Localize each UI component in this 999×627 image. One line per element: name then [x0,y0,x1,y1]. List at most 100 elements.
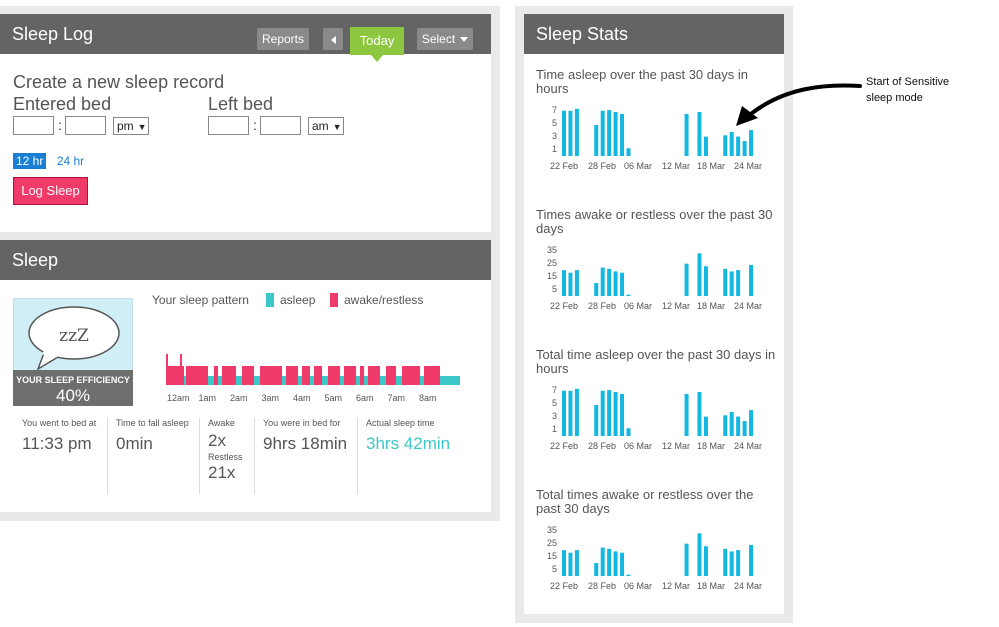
stats-bar[interactable] [697,112,702,156]
entered-hour-input[interactable] [13,116,54,135]
stats-bar[interactable] [703,416,708,436]
sleep-pattern-time-label: 2am [230,393,248,403]
sleep-header: Sleep [0,240,491,280]
stats-bar[interactable] [729,132,734,156]
stats-bar[interactable] [568,110,573,156]
stats-bar[interactable] [684,543,689,576]
stats-bar[interactable] [626,294,631,296]
stats-bar[interactable] [607,390,612,436]
stats-bar[interactable] [749,544,754,576]
stats-bar[interactable] [568,390,573,436]
x-tick-label: 06 Mar [624,301,653,311]
stats-bar[interactable] [594,404,599,436]
awake-segment [386,366,396,385]
stats-bar[interactable] [742,421,747,436]
stats-bar[interactable] [723,268,728,296]
stats-bar[interactable] [568,272,573,296]
stats-bar[interactable] [600,547,605,576]
sleep-title: Sleep [12,250,59,270]
stats-bar[interactable] [736,416,741,436]
stats-bar[interactable] [703,266,708,296]
stats-bar[interactable] [723,548,728,576]
stats-bar[interactable] [626,428,631,436]
stats-bar[interactable] [613,112,618,156]
stats-bar-chart [562,253,754,296]
stats-bar[interactable] [620,272,625,296]
stats-bar[interactable] [729,551,734,576]
stats-bar[interactable] [607,268,612,296]
left-ampm-value: am [312,119,329,133]
stats-bar[interactable] [749,130,754,156]
y-tick-label: 1 [551,423,557,434]
stats-bar[interactable] [574,550,579,576]
stats-bar[interactable] [620,552,625,576]
stats-bar[interactable] [620,393,625,436]
stats-bar[interactable] [684,393,689,436]
stats-bar[interactable] [600,110,605,156]
stats-bar[interactable] [742,141,747,156]
reports-button[interactable]: Reports [257,28,309,50]
select-dropdown[interactable]: Select [417,28,473,50]
stats-bar[interactable] [607,110,612,156]
stats-bar[interactable] [626,574,631,576]
stats-bar[interactable] [574,108,579,156]
x-tick-label: 28 Feb [588,581,617,591]
restless-count-value: 21x [208,463,236,482]
stats-bar[interactable] [703,136,708,156]
awake-segment [242,366,254,385]
stats-bar[interactable] [723,415,728,436]
stats-bar[interactable] [749,410,754,436]
entered-ampm-select[interactable]: pm ▼ [113,117,149,135]
stats-bar[interactable] [594,124,599,156]
today-button[interactable]: Today [350,27,404,62]
24-hour-toggle[interactable]: 24 hr [56,154,85,168]
time-separator: : [253,117,257,133]
entered-minute-input[interactable] [65,116,106,135]
stats-bar[interactable] [574,388,579,436]
stats-bar[interactable] [684,263,689,296]
stats-bar[interactable] [749,264,754,296]
stats-bar[interactable] [613,392,618,436]
previous-day-button[interactable] [323,28,343,50]
stats-bar[interactable] [562,390,566,436]
stats-bar[interactable] [736,550,741,576]
stats-bar[interactable] [736,270,741,296]
12-hour-toggle[interactable]: 12 hr [13,153,47,169]
stats-bar[interactable] [562,270,566,296]
stats-bar[interactable] [729,412,734,436]
stats-bar[interactable] [562,110,566,156]
stats-bar[interactable] [568,552,573,576]
sleep-pattern-time-label: 1am [198,393,217,403]
stats-bar[interactable] [626,148,631,156]
x-tick-label: 06 Mar [624,161,653,171]
time-separator: : [58,117,62,133]
stats-bar[interactable] [697,253,702,296]
y-tick-label: 5 [551,117,557,128]
in-bed-label: You were in bed for [263,418,341,428]
stats-bar[interactable] [600,390,605,436]
stats-bar[interactable] [729,271,734,296]
stats-bar[interactable] [697,392,702,436]
stats-bar[interactable] [594,563,599,576]
stats-bar[interactable] [723,135,728,156]
left-ampm-select[interactable]: am ▼ [308,117,344,135]
stats-bar[interactable] [613,271,618,296]
stats-bar[interactable] [736,136,741,156]
stats-bar[interactable] [594,283,599,296]
stats-bar[interactable] [574,270,579,296]
stats-bar[interactable] [620,113,625,156]
fall-asleep-label: Time to fall asleep [116,418,189,428]
stats-bar[interactable] [684,113,689,156]
log-sleep-button[interactable]: Log Sleep [13,177,88,205]
x-tick-label: 18 Mar [697,441,726,451]
y-tick-label: 7 [551,384,557,395]
left-minute-input[interactable] [260,116,301,135]
stats-bar[interactable] [600,267,605,296]
stats-bar[interactable] [697,533,702,576]
stats-bar[interactable] [607,548,612,576]
stats-bar[interactable] [703,546,708,576]
left-hour-input[interactable] [208,116,249,135]
stats-bar[interactable] [562,550,566,576]
x-tick-label: 24 Mar [734,581,763,591]
stats-bar[interactable] [613,551,618,576]
